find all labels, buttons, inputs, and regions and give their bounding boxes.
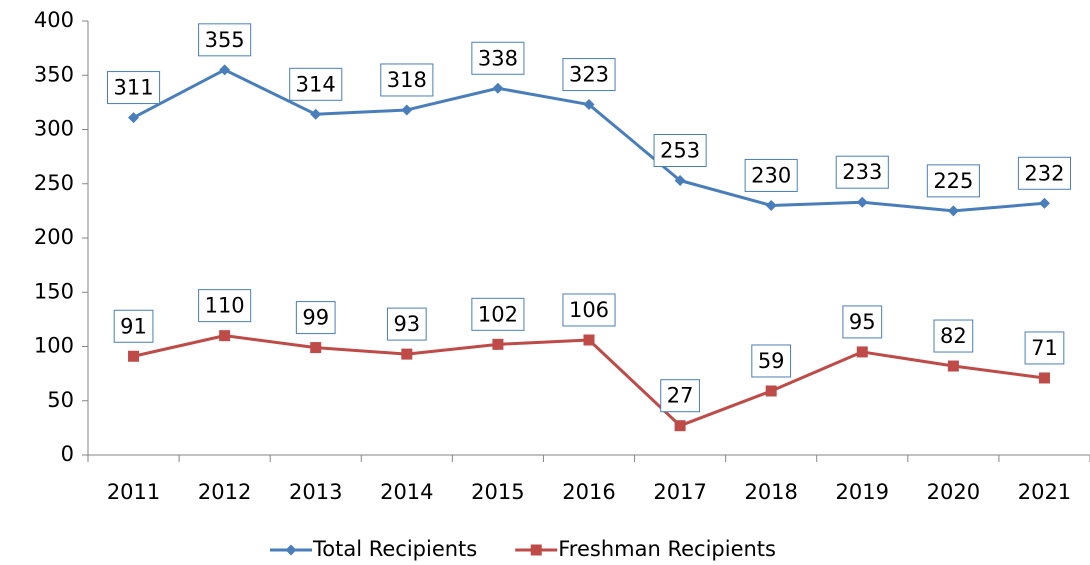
- data-label: 110: [205, 294, 245, 318]
- data-label: 314: [296, 72, 336, 96]
- y-tick-label: 400: [34, 8, 74, 32]
- data-label: 106: [569, 298, 609, 322]
- x-tick-label: 2012: [198, 480, 251, 504]
- data-label: 82: [940, 324, 967, 348]
- data-label-box: [1017, 156, 1072, 190]
- legend-label: Total Recipients: [312, 537, 477, 561]
- data-label-box: [562, 58, 616, 92]
- legend-marker: [285, 544, 297, 556]
- x-tick-label: 2013: [289, 480, 342, 504]
- data-point: [310, 108, 322, 120]
- x-tick-label: 2014: [380, 480, 433, 504]
- data-label: 93: [393, 312, 420, 336]
- data-point: [947, 205, 959, 217]
- data-label: 338: [478, 46, 518, 70]
- x-tick-label: 2016: [562, 480, 615, 504]
- data-label-box: [751, 344, 792, 378]
- data-label-box: [926, 164, 980, 198]
- x-tick-label: 2020: [927, 480, 980, 504]
- x-tick-label: 2021: [1018, 480, 1071, 504]
- series-line: [133, 334, 1045, 428]
- data-point: [492, 82, 504, 94]
- data-label: 355: [205, 28, 245, 52]
- data-point: [128, 350, 140, 362]
- data-point: [674, 174, 686, 186]
- data-point: [401, 104, 413, 116]
- data-point: [674, 420, 686, 432]
- data-point: [583, 334, 595, 346]
- data-label: 99: [302, 306, 329, 330]
- data-point: [219, 64, 231, 76]
- x-tick-label: 2015: [471, 480, 524, 504]
- data-label: 91: [120, 314, 147, 338]
- data-label-box: [380, 63, 434, 97]
- legend-label: Freshman Recipients: [558, 537, 776, 561]
- data-label-box: [653, 133, 707, 167]
- x-tick-label: 2019: [836, 480, 889, 504]
- data-label: 230: [751, 163, 791, 187]
- data-label-box: [933, 319, 974, 353]
- data-point: [310, 342, 322, 354]
- data-label: 311: [113, 76, 153, 100]
- data-label: 27: [667, 384, 694, 408]
- data-label-box: [842, 305, 883, 339]
- data-point: [583, 99, 595, 111]
- data-label-box: [471, 297, 525, 331]
- data-label-box: [471, 41, 525, 75]
- data-point: [219, 330, 231, 342]
- data-label-box: [562, 293, 616, 327]
- data-label: 232: [1024, 161, 1064, 185]
- x-tick-label: 2017: [653, 480, 706, 504]
- data-point: [947, 360, 959, 372]
- data-label-box: [113, 309, 154, 343]
- data-point: [128, 112, 140, 124]
- data-point: [856, 196, 868, 208]
- data-point: [856, 346, 868, 358]
- data-label: 318: [387, 68, 427, 92]
- data-point: [1038, 197, 1050, 209]
- x-tick-label: 2011: [107, 480, 160, 504]
- data-label: 253: [660, 138, 700, 162]
- data-label-box: [198, 23, 252, 57]
- y-tick-label: 0: [61, 442, 74, 466]
- y-tick-label: 200: [34, 225, 74, 249]
- data-label-box: [386, 307, 427, 341]
- data-label-box: [106, 71, 161, 105]
- data-label: 71: [1031, 336, 1058, 360]
- y-tick-label: 250: [34, 171, 74, 195]
- data-label: 225: [933, 169, 973, 193]
- legend-marker: [530, 544, 542, 556]
- data-label: 59: [758, 349, 785, 373]
- data-label: 102: [478, 302, 518, 326]
- data-label-box: [660, 379, 700, 413]
- x-tick-label: 2018: [744, 480, 797, 504]
- data-label-box: [295, 301, 336, 335]
- data-label-box: [744, 158, 798, 192]
- data-label-box: [198, 289, 252, 323]
- y-tick-label: 50: [47, 388, 74, 412]
- data-label-box: [835, 155, 889, 189]
- data-label-box: [289, 67, 343, 101]
- y-tick-label: 350: [34, 62, 74, 86]
- data-label: 323: [569, 63, 609, 87]
- data-point: [765, 385, 777, 397]
- data-label-box: [1024, 331, 1065, 365]
- data-point: [401, 348, 413, 360]
- data-point: [492, 338, 504, 350]
- y-tick-label: 300: [34, 117, 74, 141]
- data-label: 233: [842, 160, 882, 184]
- data-point: [1038, 372, 1050, 384]
- data-point: [765, 199, 777, 211]
- y-tick-label: 150: [34, 279, 74, 303]
- y-tick-label: 100: [34, 334, 74, 358]
- data-label: 95: [849, 310, 876, 334]
